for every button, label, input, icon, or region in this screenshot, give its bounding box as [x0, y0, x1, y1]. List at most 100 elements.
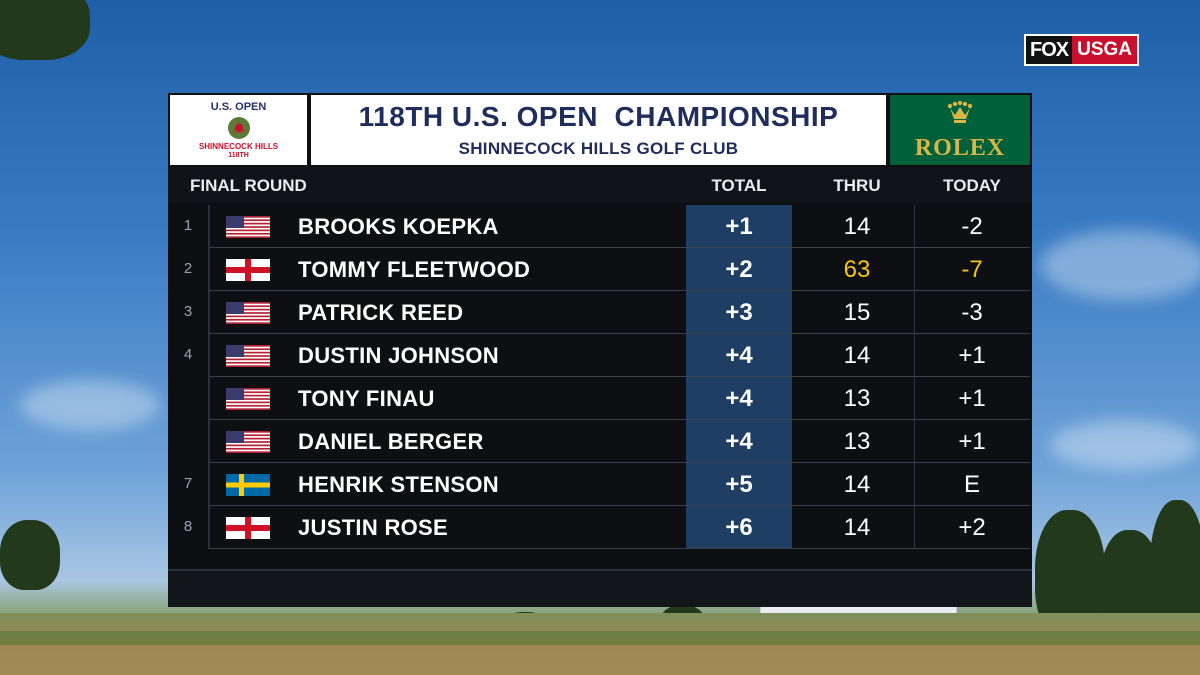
today-score: -2	[961, 213, 983, 240]
player-rows: 1 BROOKS KOEPKA +1 14 -2 2 TOMMY FLEETWOOD +2 63…	[168, 205, 1032, 549]
holes-thru: 14	[843, 342, 871, 369]
player-name: HENRIK STENSON	[298, 472, 499, 497]
total-score: +1	[686, 205, 792, 248]
today-score: -3	[961, 299, 983, 326]
usa-flag-icon	[226, 216, 270, 238]
table-row: 7 HENRIK STENSON +5 14 E	[168, 463, 1032, 506]
row-divider	[210, 376, 1030, 377]
tournament-title: 118TH U.S. OPEN CHAMPIONSHIP	[358, 101, 839, 132]
table-row: 8 JUSTIN ROSE +6 14 +2	[168, 506, 1032, 549]
cloud	[20, 380, 160, 430]
event-emblem-icon	[228, 117, 250, 139]
holes-thru: 14	[843, 471, 871, 498]
usa-flag-icon	[226, 345, 270, 367]
column-divider	[914, 291, 915, 334]
table-row: 3 PATRICK REED +3 15 -3	[168, 291, 1032, 334]
holes-thru: 13	[843, 428, 871, 455]
event-logo-edition: 118TH	[228, 152, 249, 159]
eng-flag-icon	[226, 517, 270, 539]
column-divider	[914, 248, 915, 291]
position: 4	[183, 346, 193, 363]
position: 3	[183, 303, 193, 320]
column-divider	[914, 205, 915, 248]
usa-flag-icon	[226, 302, 270, 324]
total-score: +4	[686, 377, 792, 420]
row-divider	[210, 290, 1030, 291]
usa-flag-icon	[226, 388, 270, 410]
usa-flag-icon	[226, 431, 270, 453]
position-separator	[208, 334, 210, 377]
position: 7	[183, 475, 193, 492]
position: 2	[183, 260, 193, 277]
column-divider	[914, 463, 915, 506]
eng-flag-icon	[226, 259, 270, 281]
total-score: +4	[686, 334, 792, 377]
position: 1	[183, 217, 193, 234]
grass-strip	[0, 631, 1200, 645]
thru-column-header: THRU	[833, 176, 881, 195]
table-row: 4 DUSTIN JOHNSON +4 14 +1	[168, 334, 1032, 377]
position	[168, 420, 208, 462]
crown-icon	[947, 101, 973, 123]
total-column-header: TOTAL	[711, 176, 767, 195]
leaderboard-header: U.S. OPEN SHINNECOCK HILLS 118TH 118TH U…	[168, 93, 1032, 167]
player-name: TOMMY FLEETWOOD	[298, 257, 531, 282]
leaderboard: U.S. OPEN SHINNECOCK HILLS 118TH 118TH U…	[168, 93, 1032, 607]
row-divider	[210, 333, 1030, 334]
today-score: +1	[958, 428, 986, 455]
position-separator	[208, 377, 210, 420]
player-name: TONY FINAU	[298, 386, 435, 411]
today-score: +1	[958, 342, 986, 369]
title-panel: 118TH U.S. OPEN CHAMPIONSHIP SHINNECOCK …	[311, 95, 886, 165]
row-divider	[210, 247, 1030, 248]
position-separator	[208, 205, 210, 248]
position-separator	[208, 291, 210, 334]
column-divider	[914, 334, 915, 377]
today-score: +1	[958, 385, 986, 412]
holes-thru: 14	[843, 514, 871, 541]
column-divider	[914, 420, 915, 463]
position-separator	[208, 506, 210, 549]
holes-thru: 15	[843, 299, 871, 326]
sponsor-logo: ROLEX	[890, 95, 1030, 165]
row-divider	[210, 419, 1030, 420]
broadcast-logo: FOX USGA	[1024, 34, 1140, 66]
holes-thru: 13	[843, 385, 871, 412]
holes-thru: 63	[843, 256, 871, 283]
round-label: FINAL ROUND	[190, 176, 307, 195]
player-name: DUSTIN JOHNSON	[298, 343, 499, 368]
today-column-header: TODAY	[943, 176, 1001, 195]
player-name: BROOKS KOEPKA	[298, 214, 499, 239]
row-divider	[210, 462, 1030, 463]
total-score: +6	[686, 506, 792, 549]
position-separator	[208, 463, 210, 506]
table-row: 1 BROOKS KOEPKA +1 14 -2	[168, 205, 1032, 248]
player-name: DANIEL BERGER	[298, 429, 484, 454]
column-header-row: FINAL ROUND TOTAL THRU TODAY	[168, 167, 1032, 203]
position-separator	[208, 420, 210, 463]
table-row: TONY FINAU +4 13 +1	[168, 377, 1032, 420]
leaderboard-footer	[168, 569, 1032, 607]
cloud	[1040, 230, 1200, 300]
total-score: +3	[686, 291, 792, 334]
position	[168, 377, 208, 419]
total-score: +4	[686, 420, 792, 463]
event-logo-title: U.S. OPEN	[210, 101, 267, 113]
holes-thru: 14	[843, 213, 871, 240]
tree	[0, 0, 90, 60]
total-score: +5	[686, 463, 792, 506]
position-separator	[208, 248, 210, 291]
today-score: E	[963, 471, 980, 498]
player-name: JUSTIN ROSE	[298, 515, 448, 540]
table-row: 2 TOMMY FLEETWOOD +2 63 -7	[168, 248, 1032, 291]
player-name: PATRICK REED	[298, 300, 464, 325]
column-divider	[914, 506, 915, 549]
event-logo: U.S. OPEN SHINNECOCK HILLS 118TH	[170, 95, 307, 165]
today-score: +2	[958, 514, 986, 541]
table-row: DANIEL BERGER +4 13 +1	[168, 420, 1032, 463]
position: 8	[183, 518, 193, 535]
sponsor-name: ROLEX	[914, 135, 1006, 161]
swe-flag-icon	[226, 474, 270, 496]
column-divider	[914, 377, 915, 420]
row-divider	[210, 548, 1030, 549]
